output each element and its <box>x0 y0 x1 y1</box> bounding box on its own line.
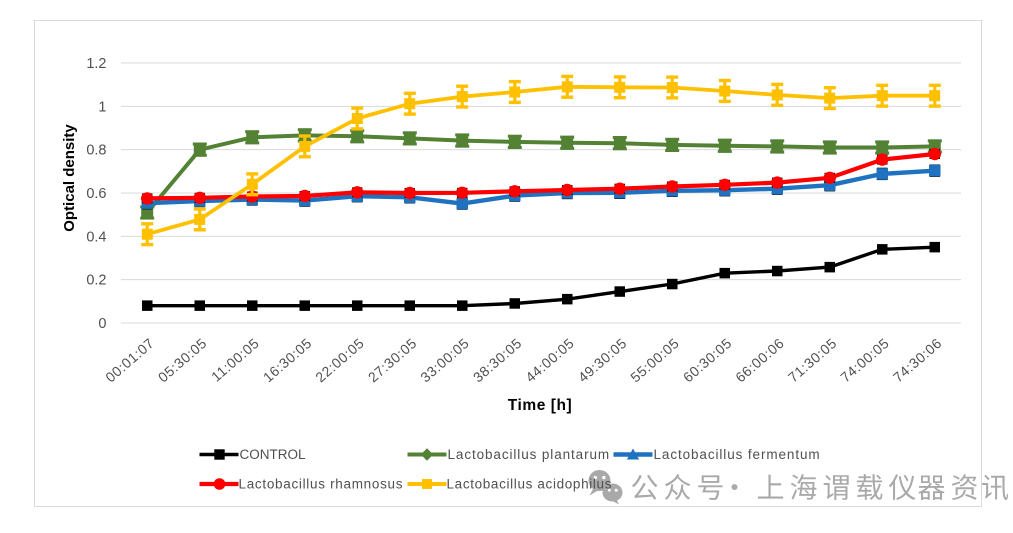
svg-text:Optical density: Optical density <box>61 124 78 232</box>
svg-text:0.4: 0.4 <box>86 229 106 245</box>
svg-text:CONTROL: CONTROL <box>240 447 306 462</box>
svg-text:0: 0 <box>98 316 106 332</box>
svg-text:1: 1 <box>98 99 106 115</box>
svg-text:0.2: 0.2 <box>86 273 106 289</box>
svg-text:0.8: 0.8 <box>86 143 106 159</box>
svg-text:0.6: 0.6 <box>86 186 106 202</box>
svg-text:Lactobacillus fermentum: Lactobacillus fermentum <box>654 447 821 462</box>
svg-text:Lactobacillus rhamnosus: Lactobacillus rhamnosus <box>239 477 404 492</box>
svg-text:1.2: 1.2 <box>86 56 106 72</box>
svg-text:Lactobacillus acidophilus: Lactobacillus acidophilus <box>447 477 613 492</box>
svg-text:Time [h]: Time [h] <box>508 397 572 414</box>
svg-text:Lactobacillus plantarum: Lactobacillus plantarum <box>448 447 611 462</box>
